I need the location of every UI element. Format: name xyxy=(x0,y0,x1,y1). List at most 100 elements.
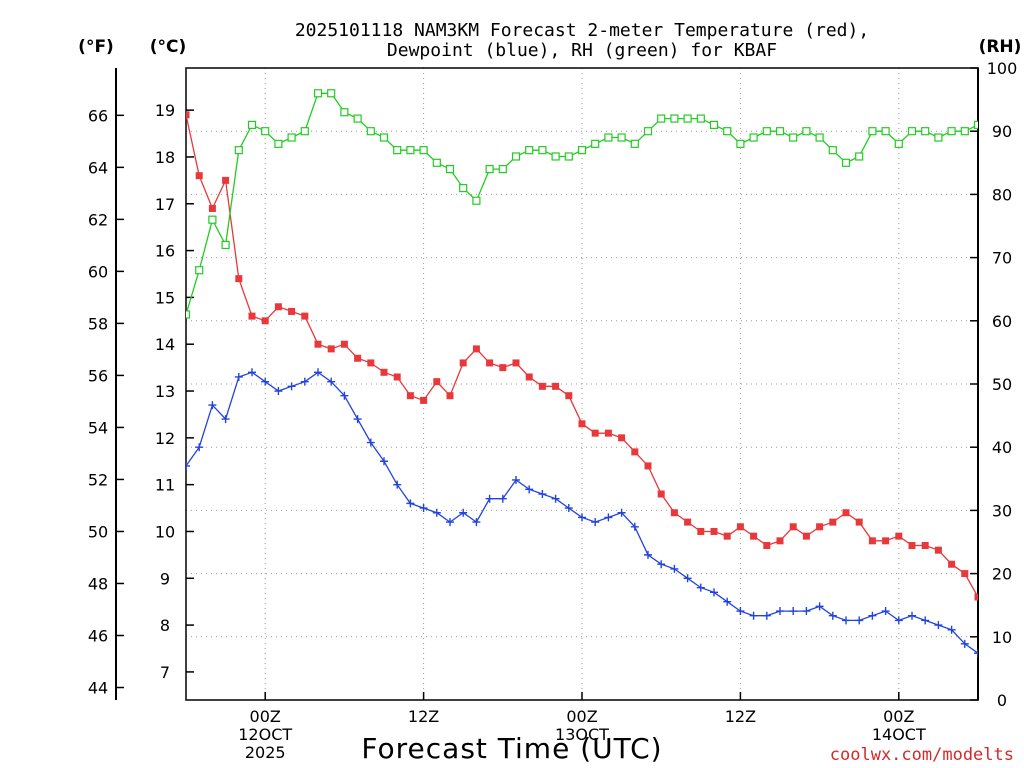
x-axis-title: Forecast Time (UTC) xyxy=(361,732,662,765)
rh-point xyxy=(815,133,824,142)
2-meter-temperature-point xyxy=(961,570,969,578)
fahrenheit-tick-label: 50 xyxy=(88,522,108,541)
time-tick-label: 12Z xyxy=(725,707,756,726)
rh-point xyxy=(723,127,732,136)
2-meter-temperature-point xyxy=(868,537,876,545)
fahrenheit-tick-label: 44 xyxy=(88,679,108,698)
rh-point xyxy=(775,127,785,136)
dewpoint-point xyxy=(512,475,520,484)
rh-point xyxy=(749,133,758,142)
fahrenheit-axis-unit: (°F) xyxy=(78,37,114,57)
2-meter-temperature-point xyxy=(340,340,348,348)
rh-point xyxy=(868,127,877,136)
dewpoint-point xyxy=(762,611,771,620)
2-meter-temperature-point xyxy=(499,364,507,372)
2-meter-temperature-point xyxy=(380,368,388,376)
2-meter-temperature-point xyxy=(644,462,652,470)
dewpoint-point xyxy=(842,616,850,625)
2-meter-temperature-point xyxy=(934,546,942,554)
time-tick-label: 12Z xyxy=(408,707,439,726)
2-meter-temperature-point xyxy=(538,382,546,390)
celsius-tick-label: 12 xyxy=(155,429,175,448)
2-meter-temperature-point xyxy=(618,434,626,442)
rh-point xyxy=(894,139,903,148)
dewpoint-point xyxy=(802,607,811,616)
2-meter-temperature-point xyxy=(829,518,837,526)
dewpoint-point xyxy=(670,564,679,573)
2-meter-temperature-series xyxy=(186,111,978,601)
fahrenheit-tick-label: 62 xyxy=(88,210,108,229)
2-meter-temperature-point xyxy=(855,518,863,526)
2-meter-temperature-point xyxy=(631,448,639,456)
celsius-tick-label: 7 xyxy=(160,663,170,682)
rh-point xyxy=(186,310,191,319)
dewpoint-point xyxy=(300,377,309,386)
dewpoint-point xyxy=(921,616,930,625)
dewpoint-point xyxy=(736,607,745,616)
time-tick-label: 00Z xyxy=(883,707,914,726)
rh-tick-label: 0 xyxy=(997,691,1007,710)
fahrenheit-tick-label: 46 xyxy=(88,626,108,645)
2-meter-temperature-point xyxy=(802,532,810,540)
rh-tick-label: 70 xyxy=(992,249,1012,268)
rh-point xyxy=(736,139,745,148)
rh-point xyxy=(564,152,573,161)
time-tick-label: 00Z xyxy=(250,707,281,726)
chart-title-line-1: 2025101118 NAM3KM Forecast 2-meter Tempe… xyxy=(295,20,869,41)
2-meter-temperature-point xyxy=(723,532,731,540)
celsius-tick-label: 9 xyxy=(160,569,170,588)
2-meter-temperature-point xyxy=(908,542,916,550)
dewpoint-series xyxy=(186,368,978,658)
rh-tick-label: 40 xyxy=(992,438,1012,457)
rh-point xyxy=(221,240,230,250)
dewpoint-point xyxy=(353,415,362,424)
dewpoint-point xyxy=(776,607,784,616)
rh-point xyxy=(617,133,626,142)
rh-point xyxy=(340,108,349,117)
dewpoint-point xyxy=(287,382,296,391)
rh-point xyxy=(921,127,930,136)
dewpoint-point xyxy=(327,377,336,386)
rh-point xyxy=(406,146,415,155)
dewpoint-point xyxy=(261,377,270,386)
dewpoint-line xyxy=(186,371,978,654)
2-meter-temperature-point xyxy=(186,111,190,119)
celsius-tick-label: 17 xyxy=(155,195,175,214)
dewpoint-point xyxy=(485,494,494,503)
2-meter-temperature-point xyxy=(750,532,758,540)
dewpoint-point xyxy=(498,494,507,503)
2-meter-temperature-point xyxy=(591,429,599,437)
rh-point xyxy=(947,127,956,136)
celsius-tick-label: 13 xyxy=(155,382,175,401)
celsius-tick-label: 15 xyxy=(155,288,175,307)
2-meter-temperature-point xyxy=(842,509,850,517)
2-meter-temperature-point xyxy=(512,359,520,367)
dewpoint-point xyxy=(723,597,732,606)
celsius-tick-label: 11 xyxy=(155,476,175,495)
rh-point xyxy=(907,127,917,136)
rh-tick-label: 20 xyxy=(992,565,1012,584)
rh-point xyxy=(419,146,428,155)
rh-tick-label: 100 xyxy=(987,59,1018,78)
2-meter-temperature-point xyxy=(486,359,494,367)
rh-point xyxy=(313,89,323,98)
2-meter-temperature-point xyxy=(288,307,296,315)
rh-point xyxy=(445,165,455,174)
rh-point xyxy=(208,215,217,224)
rh-point xyxy=(604,133,613,142)
celsius-tick-label: 18 xyxy=(155,148,175,167)
fahrenheit-tick-label: 52 xyxy=(88,470,108,489)
2-meter-temperature-point xyxy=(327,345,335,353)
celsius-tick-label: 10 xyxy=(155,522,175,541)
dewpoint-point xyxy=(960,639,969,648)
dewpoint-point xyxy=(564,504,573,513)
rh-point xyxy=(195,266,204,275)
rh-point xyxy=(366,127,375,136)
2-meter-temperature-point xyxy=(354,354,362,362)
time-tick-label: 12OCT xyxy=(238,725,292,744)
2-meter-temperature-point xyxy=(736,523,744,531)
dewpoint-point xyxy=(340,391,349,400)
2-meter-temperature-point xyxy=(552,382,560,390)
rh-point xyxy=(287,133,296,142)
